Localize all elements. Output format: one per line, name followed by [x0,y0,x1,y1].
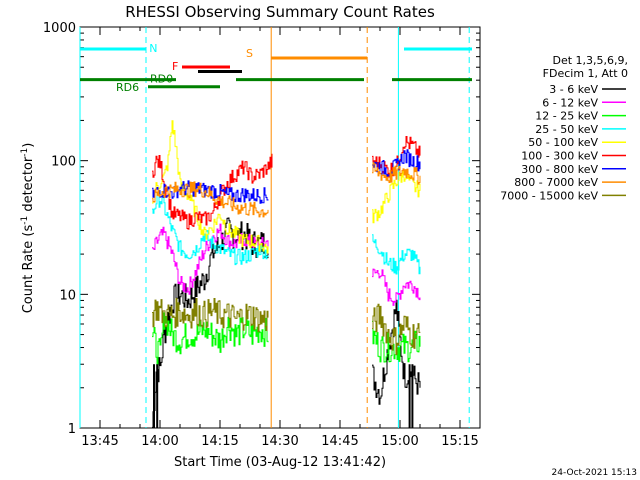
x-tick-label: 15:00 [381,434,418,449]
flag-label: S [246,47,253,60]
legend-header: Det 1,3,5,6,9, [552,54,628,67]
y-label-sup: -1 [20,216,30,225]
x-axis-label: Start Time (03-Aug-12 13:41:42) [174,455,386,470]
flag-label: RD6 [116,81,139,94]
y-tick-label: 100 [51,155,76,170]
axis-ticks: 1 10 100 1000 13:45 14:00 14:15 14:30 14:45 15:00… [43,21,481,449]
x-tick-label: 13:45 [81,434,118,449]
y-label-part: Count Rate (s [21,225,36,314]
legend: Det 1,3,5,6,9,FDecim 1, Att 0 3 - 6 keV6 … [500,54,628,202]
x-tick-label: 14:15 [201,434,238,449]
series-line-5 [372,170,421,224]
legend-entry-label: 25 - 50 keV [535,123,598,136]
legend-entry-label: 3 - 6 keV [549,83,598,96]
plot-axes [79,26,481,429]
legend-entry-label: 800 - 7000 keV [514,176,598,189]
x-tick-label: 14:45 [321,434,358,449]
legend-entry-label: 7000 - 15000 keV [500,189,598,202]
y-label-sup: -1 [20,148,30,157]
series-line-2 [372,268,421,306]
series-line-8 [372,162,421,185]
series-line-9 [372,303,421,355]
legend-entry-label: 12 - 25 keV [535,110,598,123]
series-group [152,120,421,428]
timestamp-stamp: 24-Oct-2021 15:13 [552,468,637,478]
x-tick-label: 14:30 [261,434,298,449]
chart-title: RHESSI Observing Summary Count Rates [125,3,435,21]
series-line-8 [152,181,269,218]
flag-label: F [172,60,178,73]
plot-frame [79,26,481,429]
series-line-6 [152,153,273,230]
y-tick-label: 10 [59,288,76,303]
legend-entry-label: 100 - 300 keV [521,150,598,163]
y-label-part: detector [21,156,36,216]
series-line-5 [152,120,269,254]
series-line-4 [372,234,421,275]
legend-entry-label: 6 - 12 keV [542,96,598,109]
series-line-3 [152,312,269,365]
series-line-9 [152,298,269,333]
y-label-part: ) [21,143,36,148]
x-tick-label: 15:15 [441,434,478,449]
legend-entry-label: 300 - 800 keV [521,163,598,176]
attenuator-vlines [79,27,470,428]
x-tick-label: 14:00 [141,434,178,449]
flag-label: RD0 [150,73,173,86]
legend-header: FDecim 1, Att 0 [543,67,628,80]
flag-label: N [149,42,157,55]
y-axis-label: Count Rate (s-1 detector-1) [20,143,36,314]
series-line-4 [152,192,269,266]
y-tick-label: 1 [68,422,76,437]
legend-entry-label: 50 - 100 keV [528,136,598,149]
y-tick-label: 1000 [43,21,76,36]
